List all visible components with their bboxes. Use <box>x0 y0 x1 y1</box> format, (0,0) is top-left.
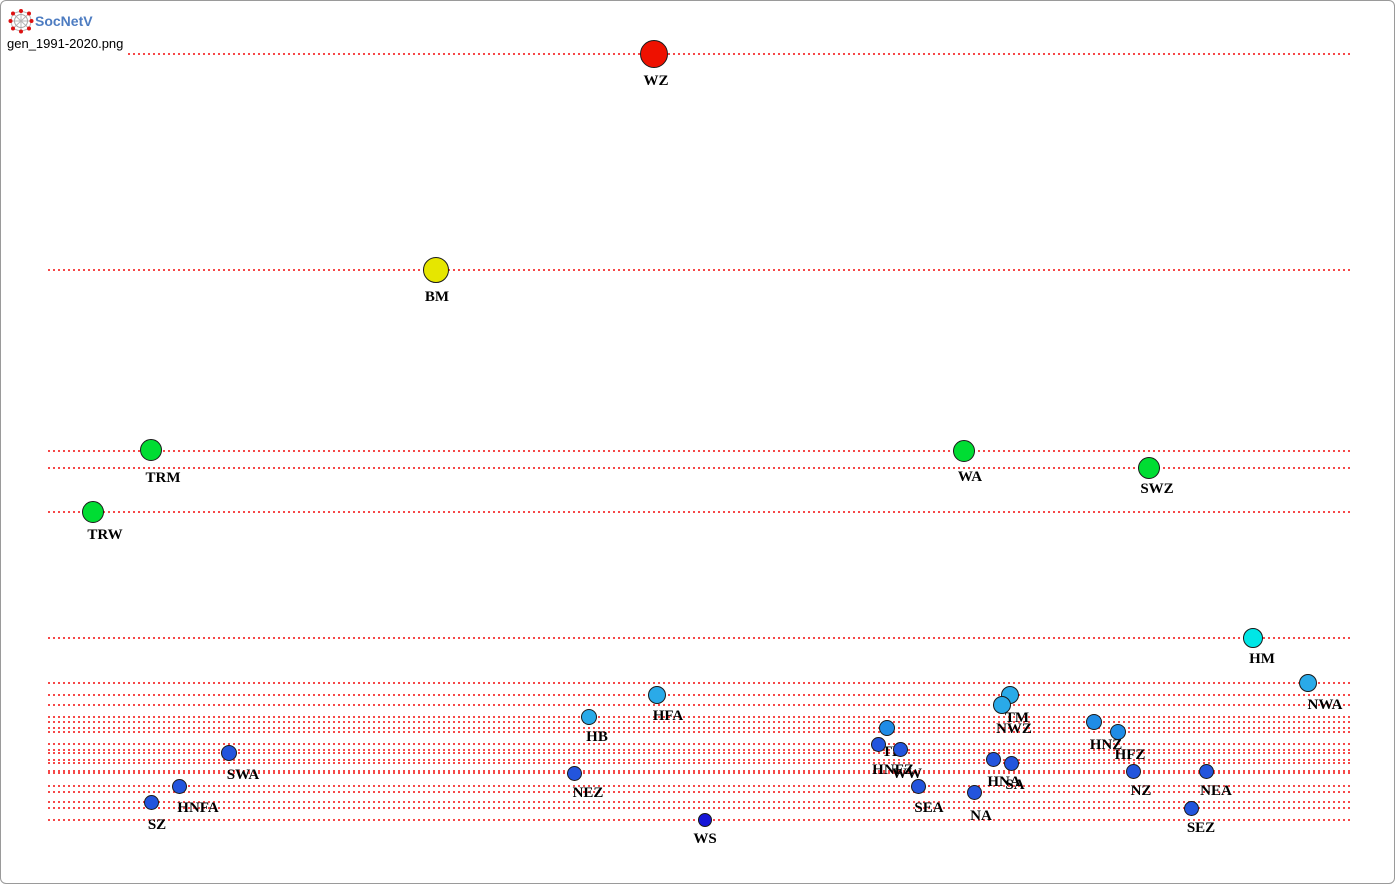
node-label-nz: NZ <box>1130 783 1152 799</box>
node-hb[interactable] <box>581 708 597 725</box>
app-logo: SocNetV <box>8 8 93 34</box>
guide-line <box>48 450 1351 452</box>
node-label-trw: TRW <box>87 527 123 543</box>
guide-line <box>48 52 1351 55</box>
node-nea[interactable] <box>1198 763 1214 779</box>
guide-line <box>48 731 1351 733</box>
node-swa[interactable] <box>221 745 237 761</box>
node-ww[interactable] <box>892 742 908 757</box>
guide-line <box>48 726 1351 729</box>
node-sz[interactable] <box>143 794 159 810</box>
node-trm[interactable] <box>140 439 162 461</box>
node-label-hm: HM <box>1249 651 1275 667</box>
node-label-swz: SWZ <box>1140 481 1174 497</box>
node-na[interactable] <box>966 784 982 800</box>
guide-line <box>48 715 1351 718</box>
node-label-hnfa: HNFA <box>177 800 219 816</box>
guide-line <box>48 743 1351 745</box>
guide-line <box>48 762 1351 764</box>
node-ws[interactable] <box>698 812 712 827</box>
node-label-nwz: NWZ <box>996 721 1032 737</box>
filename-label: gen_1991-2020.png <box>7 36 127 55</box>
node-bm[interactable] <box>423 257 449 283</box>
node-label-sez: SEZ <box>1186 820 1216 836</box>
node-wa[interactable] <box>953 440 975 462</box>
guide-line <box>48 801 1351 803</box>
node-label-nez: NEZ <box>572 785 604 801</box>
logo-text: SocNetV <box>35 13 93 29</box>
node-swz[interactable] <box>1138 457 1160 479</box>
node-label-sea: SEA <box>914 800 944 816</box>
guide-line <box>48 791 1351 793</box>
guide-line <box>48 637 1351 639</box>
node-nwz[interactable] <box>993 695 1011 714</box>
guide-line <box>48 703 1351 706</box>
node-nwa[interactable] <box>1299 674 1317 692</box>
node-sea[interactable] <box>910 778 926 794</box>
node-label-wa: WA <box>957 469 983 485</box>
guide-line <box>48 269 1351 271</box>
guide-line <box>48 752 1351 754</box>
guide-line <box>48 682 1351 684</box>
socnetv-logo-icon <box>8 8 34 34</box>
guide-line <box>48 785 1351 787</box>
node-label-sa: SA <box>1005 777 1025 793</box>
node-label-bm: BM <box>424 289 450 305</box>
node-hnz[interactable] <box>1086 714 1102 730</box>
node-label-swa: SWA <box>226 767 260 783</box>
node-nz[interactable] <box>1125 763 1141 779</box>
node-hnfz[interactable] <box>870 736 886 752</box>
guide-line <box>48 758 1351 761</box>
guide-line <box>48 511 1351 513</box>
node-hfz[interactable] <box>1110 724 1126 740</box>
node-sa[interactable] <box>1003 755 1019 771</box>
node-label-nwa: NWA <box>1307 697 1343 713</box>
node-label-hb: HB <box>586 729 608 745</box>
node-wz[interactable] <box>640 40 668 68</box>
node-sez[interactable] <box>1183 800 1199 816</box>
node-label-na: NA <box>970 808 992 824</box>
node-tb[interactable] <box>879 719 895 736</box>
node-label-ws: WS <box>693 831 717 847</box>
guide-line <box>48 748 1351 751</box>
node-label-hfa: HFA <box>652 708 684 724</box>
node-hfa[interactable] <box>648 686 666 704</box>
node-label-sz: SZ <box>147 817 167 833</box>
node-hnfa[interactable] <box>171 778 187 794</box>
node-label-wz: WZ <box>643 73 669 89</box>
node-hna[interactable] <box>985 752 1001 767</box>
node-label-trm: TRM <box>145 470 181 486</box>
node-nez[interactable] <box>566 765 582 781</box>
node-label-hfz: HFZ <box>1114 747 1146 763</box>
node-label-nea: NEA <box>1200 783 1232 799</box>
guide-line <box>48 807 1351 809</box>
guide-line <box>48 694 1351 696</box>
guide-line <box>48 721 1351 723</box>
node-trw[interactable] <box>82 501 104 523</box>
node-hm[interactable] <box>1243 628 1263 648</box>
